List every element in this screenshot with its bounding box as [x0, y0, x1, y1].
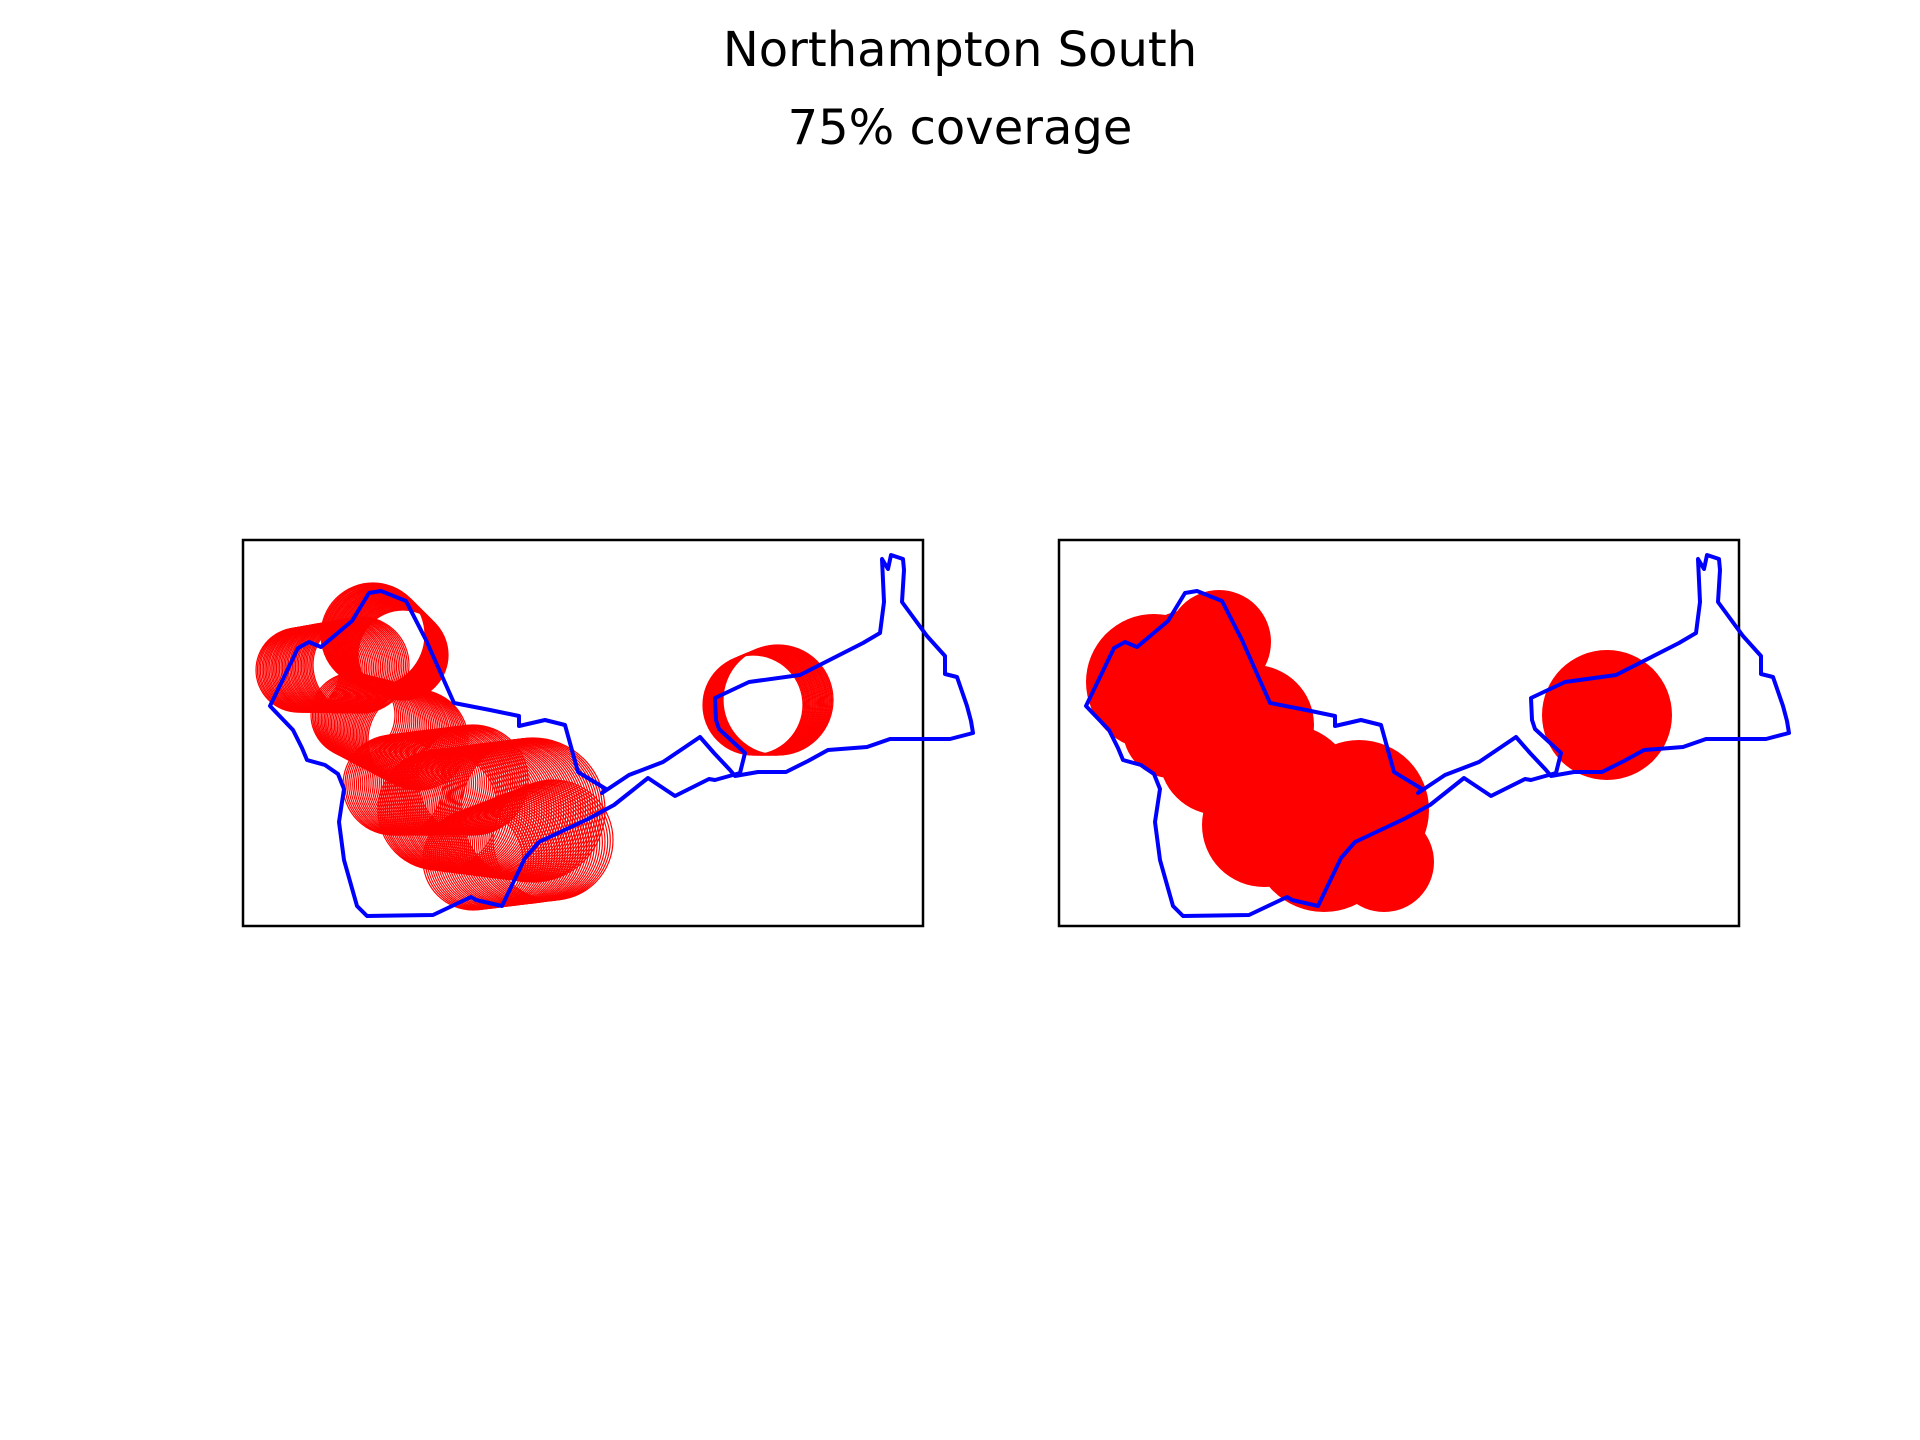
map-panel-left [241, 538, 975, 928]
figure-title: Northampton South [722, 22, 1198, 78]
coverage-discs-right [1086, 590, 1672, 912]
coverage-ring [722, 644, 834, 756]
map-panel-right [1057, 538, 1791, 928]
figure-subtitle: 75% coverage [787, 100, 1133, 156]
coverage-ring [492, 779, 614, 901]
coverage-rings-left [255, 582, 834, 911]
